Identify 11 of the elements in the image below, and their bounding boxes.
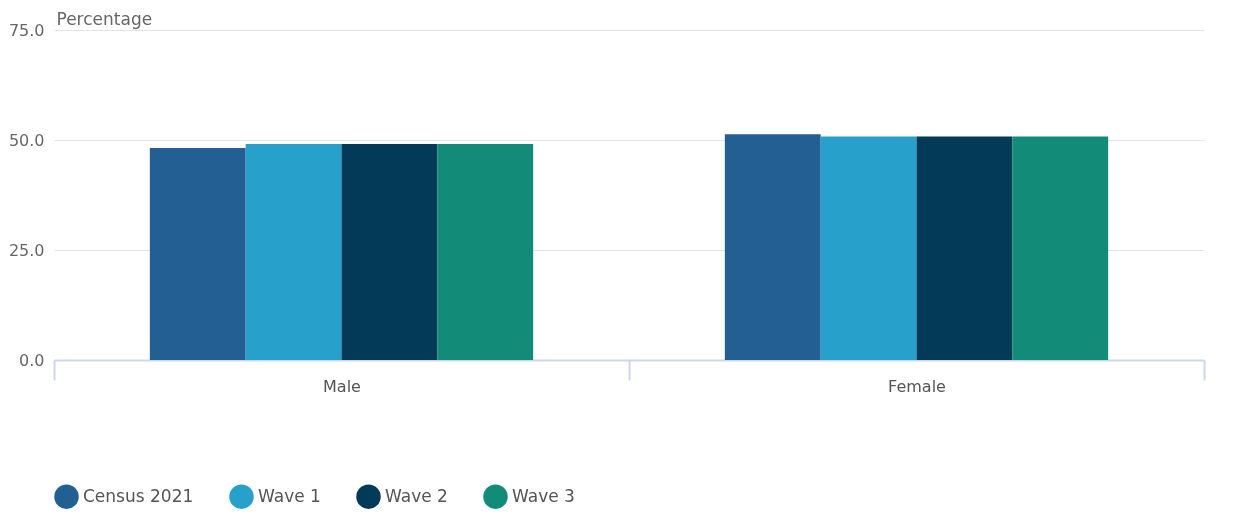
legend-label: Wave 2 [385,485,448,506]
legend-label: Wave 3 [512,485,575,506]
x-tick-label: Female [888,376,946,396]
y-tick-label: 0.0 [19,350,45,370]
y-tick-label: 25.0 [8,240,45,260]
y-axis-title: Percentage [56,8,153,29]
legend-label: Census 2021 [83,485,194,506]
y-tick-label: 50.0 [8,130,45,150]
y-tick-label: 75.0 [8,20,45,40]
x-tick-label: Male [323,376,361,396]
legend-label: Wave 1 [258,485,321,506]
